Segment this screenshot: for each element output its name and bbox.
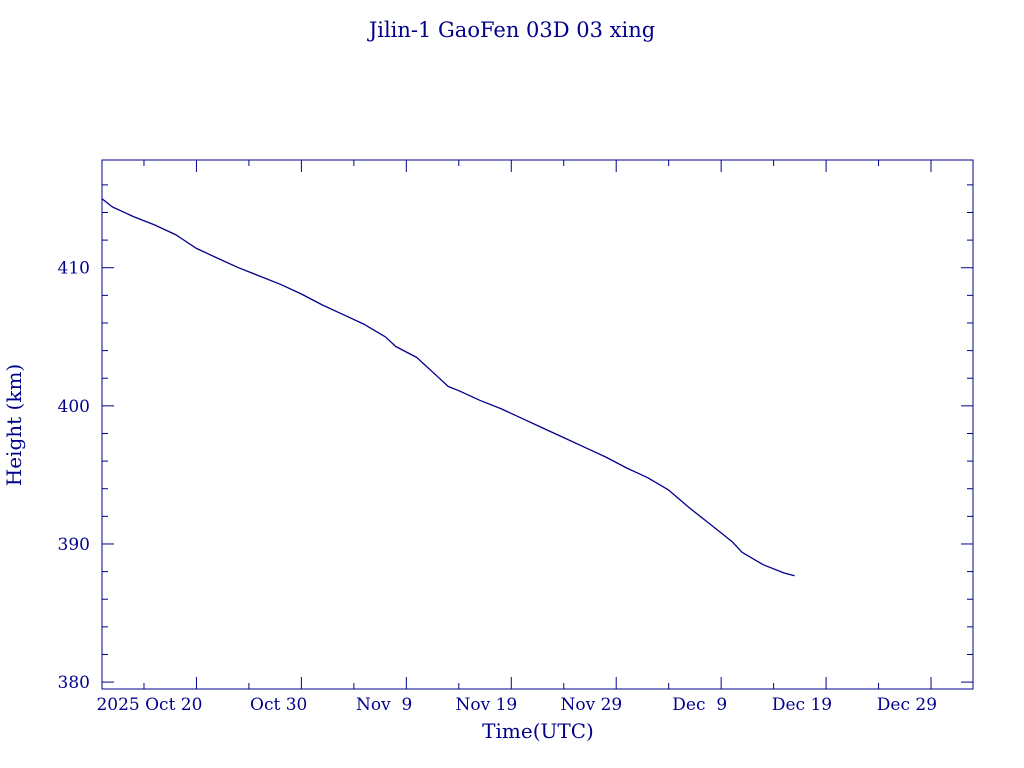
y-tick-label: 390: [58, 535, 90, 555]
x-tick-label: Oct 30: [250, 695, 307, 715]
x-tick-labels: 2025 Oct 20 Oct 30 Nov 9 Nov 19 Nov 29 Dec 9 D…: [96, 695, 937, 715]
y-tick-labels: 380 390 400 410: [58, 259, 90, 693]
plot-frame: [101, 159, 974, 690]
x-tick-label: Nov 19: [456, 695, 518, 715]
chart-title: Jilin-1 GaoFen 03D 03 xing: [367, 18, 655, 42]
x-tick-label: Nov 29: [560, 695, 622, 715]
y-tick-label: 410: [58, 259, 90, 279]
axis-ticks: [102, 160, 973, 689]
height-series-line: [101, 198, 795, 577]
x-tick-label: 2025 Oct 20: [96, 695, 202, 715]
x-tick-label: Nov 9: [356, 695, 412, 715]
y-tick-label: 400: [58, 397, 90, 417]
y-tick-label: 380: [58, 673, 90, 693]
x-tick-label: Dec 9: [672, 695, 727, 715]
x-tick-label: Dec 29: [877, 695, 937, 715]
x-axis-label: Time(UTC): [482, 719, 594, 743]
y-axis-label: Height (km): [2, 364, 26, 486]
x-tick-label: Dec 19: [772, 695, 832, 715]
